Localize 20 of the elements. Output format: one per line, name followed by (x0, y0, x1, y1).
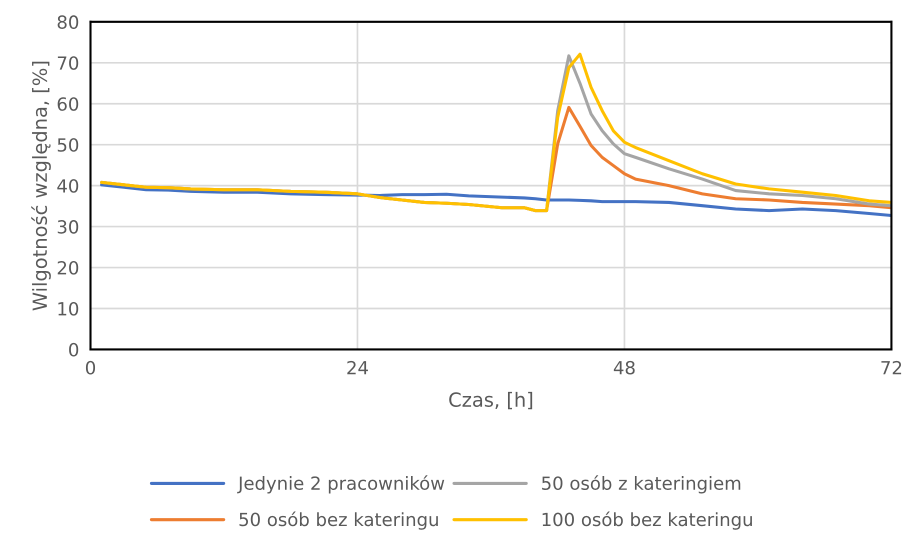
x-tick-label: 24 (347, 360, 368, 374)
legend-label: Jedynie 2 pracowników (237, 475, 444, 494)
legend-label: 50 osób bez kateringu (240, 512, 438, 530)
legend-label: 100 osób bez kateringu (542, 512, 752, 530)
y-tick-label: 40 (57, 179, 78, 193)
x-tick-label: 48 (614, 360, 635, 375)
y-tick-label: 10 (58, 302, 78, 316)
y-axis-title: Wilgotność względna, [%] (31, 62, 51, 311)
x-axis-title: Czas, [h] (449, 392, 532, 410)
line-series (100, 183, 892, 218)
y-tick-label: 0 (69, 342, 78, 357)
y-tick-label: 30 (58, 220, 78, 234)
y-tick-label: 20 (58, 261, 78, 275)
x-tick-label: 0 (86, 360, 96, 375)
y-tick-label: 80 (58, 15, 78, 29)
legend-label: 50 osób z kateringiem (542, 475, 740, 494)
y-tick-label: 60 (58, 97, 78, 111)
x-tick-label: 72 (881, 360, 902, 374)
y-tick-label: 70 (58, 56, 78, 70)
y-tick-label: 50 (58, 138, 78, 152)
